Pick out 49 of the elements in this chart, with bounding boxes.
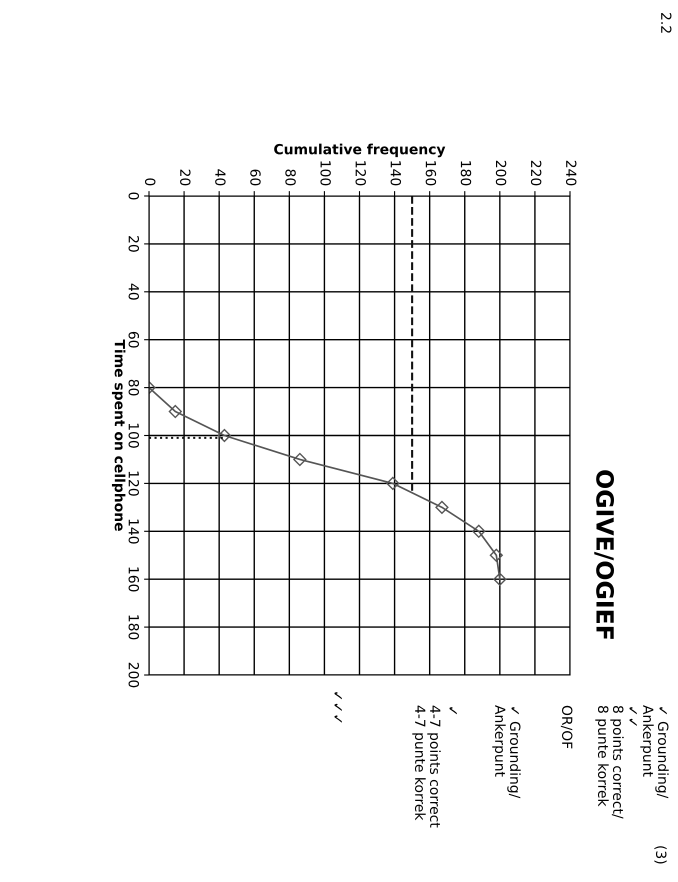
- point: [293, 452, 306, 466]
- text: 4-7 punte korrek: [412, 706, 426, 820]
- x-tick-label: 140: [390, 161, 402, 186]
- text: 2.2: [661, 13, 672, 33]
- x-tick-label: 20: [180, 170, 191, 186]
- text: 4-7 points correct: [427, 706, 441, 828]
- text: Ankerpunt: [492, 705, 506, 777]
- x-tick-label: 100: [320, 161, 331, 186]
- y-axis-title: Time spent on cellphone: [112, 340, 126, 531]
- x-tick-label: 60: [250, 170, 261, 186]
- x-tick-label: 0: [144, 178, 156, 186]
- text: ✓ Grounding/: [507, 707, 521, 798]
- y-tick-label: 80: [128, 380, 140, 396]
- text: ✓ Grounding/: [655, 707, 669, 798]
- y-tick-label: 40: [128, 284, 140, 300]
- y-tick-label: 140: [128, 520, 140, 544]
- y-tick-label: 180: [128, 615, 140, 640]
- text: ✓✓✓: [334, 692, 342, 723]
- x-tick-label: 40: [215, 169, 226, 186]
- x-tick-label: 80: [285, 170, 296, 186]
- text: Ankerpunt: [640, 705, 654, 777]
- y-tick-label: 160: [128, 567, 140, 592]
- text: OR/OF: [560, 706, 572, 748]
- text: ✓✓: [630, 707, 637, 726]
- point: [168, 404, 182, 418]
- point: [493, 572, 506, 586]
- y-tick-label: 0: [128, 192, 140, 200]
- x-axis-title: Cumulative frequency: [274, 144, 446, 158]
- text: 8 points correct/: [610, 706, 624, 819]
- point: [472, 524, 486, 538]
- y-tick-label: 60: [128, 332, 140, 348]
- y-tick-label: 100: [128, 424, 140, 448]
- point: [490, 548, 503, 562]
- x-tick-label: 200: [496, 160, 506, 186]
- x-tick-label: 220: [530, 160, 542, 186]
- x-tick-label: 120: [355, 161, 366, 186]
- point: [218, 428, 232, 442]
- x-tick-label: 180: [460, 161, 472, 186]
- text: ✓: [450, 707, 457, 714]
- y-tick-label: 120: [128, 472, 140, 496]
- point: [435, 500, 449, 514]
- point: [386, 476, 400, 490]
- y-tick-label: 20: [128, 236, 140, 252]
- text: 8 punte korrek: [595, 706, 609, 807]
- y-tick-label: 200: [128, 662, 140, 688]
- x-tick-label: 240: [566, 160, 576, 186]
- x-tick-label: 160: [426, 161, 436, 186]
- text: OGIVE/OGIEF: [594, 470, 614, 639]
- text: (3): [654, 846, 667, 864]
